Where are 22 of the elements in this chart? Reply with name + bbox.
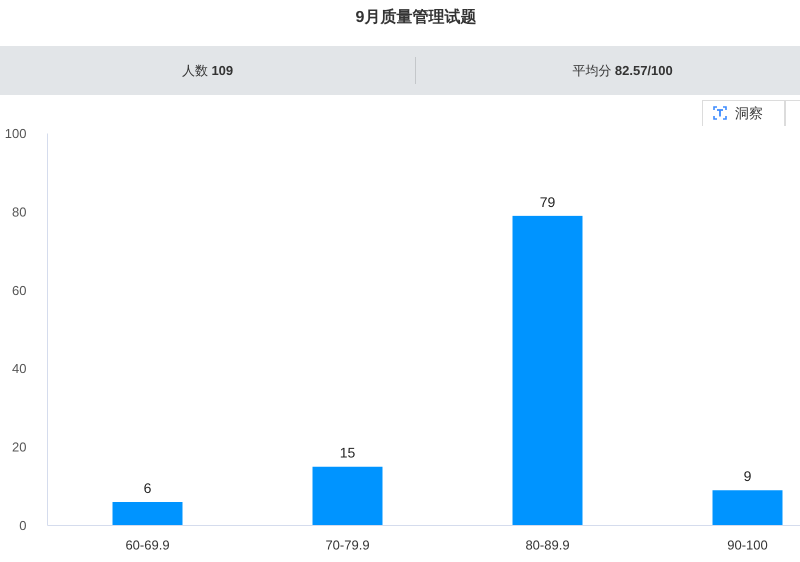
y-tick-label: 60 <box>12 282 27 298</box>
x-tick-label: 90-100 <box>727 538 768 552</box>
text: 洞察 <box>735 104 763 123</box>
data-label: 79 <box>540 194 556 210</box>
y-tick-label: 40 <box>12 361 27 376</box>
x-tick-label: 70-79.9 <box>325 538 370 552</box>
x-tick-label: 80-89.9 <box>525 538 570 552</box>
x-tick-label: 60-69.9 <box>125 538 170 552</box>
text: 人数 109 <box>182 63 234 78</box>
y-tick-label: 20 <box>12 440 27 455</box>
y-tick-label: 80 <box>12 204 27 220</box>
bar <box>112 502 182 526</box>
text: 平均分 82.57/100 <box>572 63 673 78</box>
bar <box>512 216 582 526</box>
y-tick-label: 0 <box>19 518 27 533</box>
bar <box>712 490 782 526</box>
data-label: 9 <box>744 468 752 484</box>
y-tick-label: 100 <box>4 126 27 141</box>
data-label: 6 <box>144 480 152 496</box>
chart-title: 9月质量管理试题 <box>354 7 478 28</box>
bar <box>312 466 382 526</box>
data-label: 15 <box>340 444 356 461</box>
